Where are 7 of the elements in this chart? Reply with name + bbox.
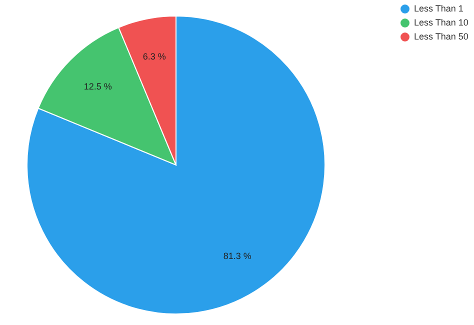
legend-label: Less Than 50 xyxy=(414,31,468,42)
data-label: 12.5 % xyxy=(84,82,112,92)
data-label: 6.3 % xyxy=(142,51,166,62)
legend-label: Less Than 10 xyxy=(414,17,468,28)
legend-label: Less Than 1 xyxy=(414,3,464,14)
data-label: 81.3 % xyxy=(223,250,252,261)
pie-slice xyxy=(26,16,326,314)
